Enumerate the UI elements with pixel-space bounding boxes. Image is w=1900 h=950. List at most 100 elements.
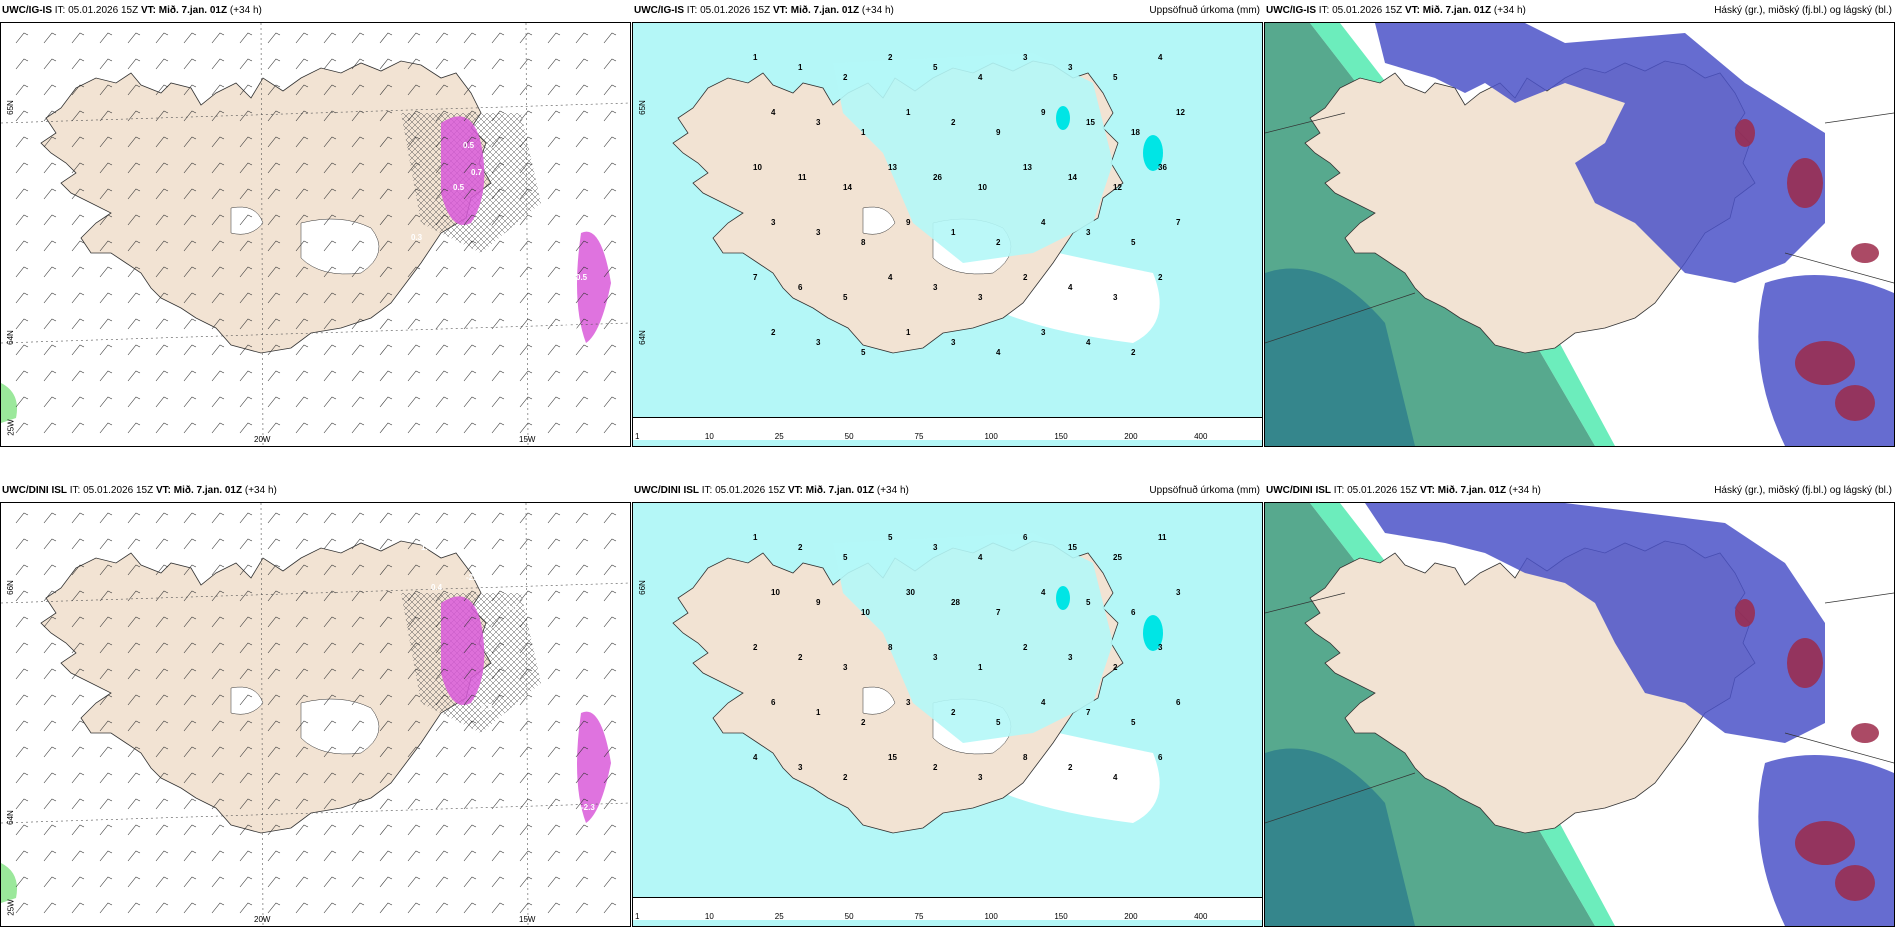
wind-barb [43,512,57,524]
wind-barb [519,798,533,810]
wind-barb [603,396,617,408]
precip-value: 8 [1023,753,1028,762]
precip-value: 13 [888,163,897,172]
wind-barb [239,292,253,304]
precip-value: 11 [798,173,807,182]
wind-barb [211,564,225,576]
wind-value-label: 0.9 [566,323,578,332]
wind-barb [351,84,365,96]
wind-barb [211,32,225,44]
colorbar-tick: 25 [774,912,784,921]
precip-value: 28 [951,598,960,607]
wind-barb [379,538,393,550]
glacier [862,206,896,235]
wind-barb [519,720,533,732]
wind-barb [575,396,589,408]
wind-barb [491,642,505,654]
wind-barb [183,876,197,888]
precip-value: 2 [798,543,803,552]
map-frame [1264,502,1895,927]
precip-value: 3 [933,653,938,662]
wind-barb [43,32,57,44]
wind-barb [211,240,225,252]
wind-barb [239,616,253,628]
wind-barb [323,370,337,382]
precip-value: 5 [861,348,866,357]
wind-barb [407,188,421,200]
wind-barb [295,32,309,44]
precip-value: 7 [996,608,1001,617]
wind-barb [211,370,225,382]
wind-barb [379,370,393,382]
wind-barb [99,266,113,278]
wind-barb [15,824,29,836]
precip-value: 8 [861,238,866,247]
wind-barb [323,292,337,304]
low-cloud-patch [1835,385,1875,421]
wind-barb [211,292,225,304]
wind-barb [239,84,253,96]
wind-barb [295,370,309,382]
wind-barb [155,136,169,148]
wind-barb [547,162,561,174]
precip-value: 3 [816,338,821,347]
wind-barb [183,616,197,628]
panel-precip-bottom: UWC/DINI ISL IT: 05.01.2026 15Z VT: Mið.… [632,480,1263,927]
precip-value: 4 [978,73,983,82]
wind-barb [491,824,505,836]
wind-barb [407,214,421,226]
wind-barb [323,876,337,888]
wind-barb [603,616,617,628]
wind-barb [183,214,197,226]
wind-barb [407,240,421,252]
wind-barb [351,214,365,226]
wind-barb [463,876,477,888]
valid-time-label: VT: [787,485,803,496]
wind-barb [267,136,281,148]
precip-value: 2 [888,53,893,62]
wind-barb [379,344,393,356]
wind-barb [323,668,337,680]
wind-barb [407,162,421,174]
wind-barb [379,512,393,524]
map-canvas [633,503,1262,926]
lead-time: (+34 h) [876,485,909,496]
wind-barb [43,746,57,758]
wind-barb [351,668,365,680]
wind-barb [71,318,85,330]
wind-barb [99,564,113,576]
wind-barb [295,188,309,200]
colorbar-tick: 100 [984,432,998,441]
wind-barb [575,370,589,382]
wind-barb [435,824,449,836]
precip-value: 2 [843,73,848,82]
wind-barb [295,642,309,654]
wind-barb [267,746,281,758]
wind-barb [547,590,561,602]
init-time: IT: 05.01.2026 15Z [54,5,139,16]
wind-barb [547,746,561,758]
wind-barb [239,32,253,44]
init-time: IT: 05.01.2026 15Z [69,485,154,496]
wind-barb [239,590,253,602]
wind-barb [267,720,281,732]
valid-time: Mið. 7.jan. 01Z [805,485,875,496]
wind-barb [127,668,141,680]
precip-value: 5 [1086,598,1091,607]
wind-barb [127,564,141,576]
wind-barb [547,344,561,356]
wind-barb [435,746,449,758]
wind-barb [43,240,57,252]
wind-barb [43,590,57,602]
wind-barb [323,318,337,330]
wind-barb [603,824,617,836]
wind-barb [127,344,141,356]
wind-barb [295,564,309,576]
wind-barb [603,292,617,304]
wind-barb [43,642,57,654]
colorbar-tick: 100 [984,912,998,921]
wind-barb [155,798,169,810]
wind-barb [267,902,281,914]
wind-barb [239,422,253,434]
wind-barb [99,590,113,602]
